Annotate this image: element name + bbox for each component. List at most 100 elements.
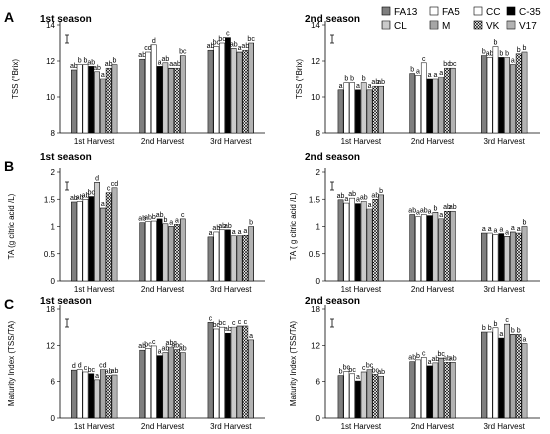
bar-fa5 <box>415 216 421 282</box>
error-scale-marker <box>65 34 69 44</box>
bar-vk <box>372 199 379 282</box>
bar-cl <box>162 352 169 419</box>
bar-significance-label: b <box>488 325 492 332</box>
error-scale-marker <box>65 318 69 328</box>
legend-label-fa5: FA5 <box>442 7 460 18</box>
bar-significance-label: ab <box>371 79 379 86</box>
bar-significance-label: ab <box>432 356 440 363</box>
bar-significance-label: ab <box>449 204 457 211</box>
bar-significance-label: ab <box>87 59 95 66</box>
bar-m <box>366 369 373 419</box>
bar-fa5 <box>415 75 421 134</box>
legend-swatch-fa13 <box>381 6 391 16</box>
y-tick-label: 0 <box>51 277 56 286</box>
panel-letter-a: A <box>4 9 14 25</box>
y-tick-label: 1 <box>51 223 56 232</box>
bar-vk <box>444 67 450 134</box>
bar-v17 <box>521 226 528 282</box>
bar-vk <box>515 334 522 419</box>
legend-label-v17: V17 <box>519 21 537 32</box>
bar-m <box>438 76 445 134</box>
bar-cc <box>219 326 225 419</box>
bar-fa13 <box>481 232 487 282</box>
bar-m <box>438 357 445 419</box>
x-category-label: 3rd Harvest <box>210 137 252 146</box>
bar-fa13 <box>207 236 214 282</box>
bar-significance-label: ab <box>212 225 220 232</box>
bar-v17 <box>248 226 254 282</box>
bar-c35 <box>156 355 163 419</box>
bar-significance-label: bc <box>213 322 221 329</box>
bar-v17 <box>449 362 456 419</box>
bar-significance-label: bc <box>213 40 221 47</box>
bar-vk <box>105 192 112 282</box>
bar-vk <box>372 374 379 419</box>
y-axis-label: Maturity Index (TSS/TA) <box>289 321 298 407</box>
x-category-label: 1st Harvest <box>74 285 115 294</box>
legend-label-cc: CC <box>486 7 500 18</box>
y-tick-label: 0.5 <box>309 250 321 259</box>
bar-significance-label: a <box>368 83 372 90</box>
bar-significance-label: c <box>238 319 242 326</box>
bar-significance-label: ab <box>360 194 368 201</box>
bar-v17 <box>378 85 384 134</box>
bar-significance-label: cd <box>99 363 107 370</box>
legend: FA13 FA5 CC C-35 CL M VK V17 <box>381 6 541 32</box>
y-tick-label: 14 <box>311 21 320 30</box>
bar-v17 <box>521 51 528 134</box>
bar-vk <box>105 67 112 134</box>
legend-item-v17: V17 <box>506 20 537 32</box>
bar-significance-label: ab <box>138 343 146 350</box>
bar-cl <box>360 371 367 419</box>
bar-significance-label: bc <box>372 367 380 374</box>
bar-m <box>100 78 106 134</box>
bar-fa13 <box>337 199 344 282</box>
bar-cc <box>349 373 355 419</box>
bar-significance-label: a <box>517 226 521 233</box>
bar-m <box>168 67 175 134</box>
bar-significance-label: b <box>152 214 156 221</box>
bar-significance-label: c <box>209 315 213 322</box>
bar-c35 <box>225 37 231 134</box>
legend-item-fa13: FA13 <box>381 6 418 18</box>
bar-significance-label: a <box>232 229 236 236</box>
legend-label-fa13: FA13 <box>394 7 418 18</box>
x-category-label: 3rd Harvest <box>210 422 252 431</box>
y-tick-label: 0.5 <box>44 250 56 259</box>
bar-vk <box>515 53 522 134</box>
bar-cc <box>492 234 499 282</box>
bar-fa5 <box>76 369 83 419</box>
y-tick-label: 10 <box>46 93 55 102</box>
bar-significance-label: c <box>362 365 366 372</box>
bar-significance-label: abc <box>166 340 178 347</box>
bar-c35 <box>355 380 361 419</box>
y-tick-label: 1.5 <box>309 195 321 204</box>
bar-significance-label: b <box>517 327 521 334</box>
bar-cc <box>82 199 89 282</box>
y-tick-label: 2 <box>51 168 56 177</box>
bar-significance-label: ab <box>218 223 226 230</box>
bar-fa13 <box>207 49 214 134</box>
bar-m <box>510 334 516 419</box>
bar-significance-label: abc <box>171 343 183 350</box>
panel-letter-b: B <box>4 158 14 174</box>
bar-significance-label: a <box>101 201 105 208</box>
bar-cl <box>230 326 237 419</box>
x-category-label: 1st Harvest <box>341 137 382 146</box>
error-scale-marker <box>330 181 334 191</box>
bar-vk <box>242 49 249 134</box>
bar-fa5 <box>145 348 151 419</box>
bar-cc <box>82 371 89 419</box>
bar-c35 <box>156 66 163 134</box>
bar-fa13 <box>337 375 344 419</box>
bar-significance-label: ab <box>138 216 146 223</box>
bar-significance-label: ab <box>230 41 238 48</box>
bar-vk <box>444 210 450 282</box>
bar-significance-label: ab <box>377 79 385 86</box>
bar-cc <box>219 229 225 282</box>
bar-significance-label: c <box>422 350 426 357</box>
panel-title: 1st season <box>40 14 92 25</box>
bar-significance-label: a <box>95 373 99 380</box>
bar-fa13 <box>207 322 214 419</box>
